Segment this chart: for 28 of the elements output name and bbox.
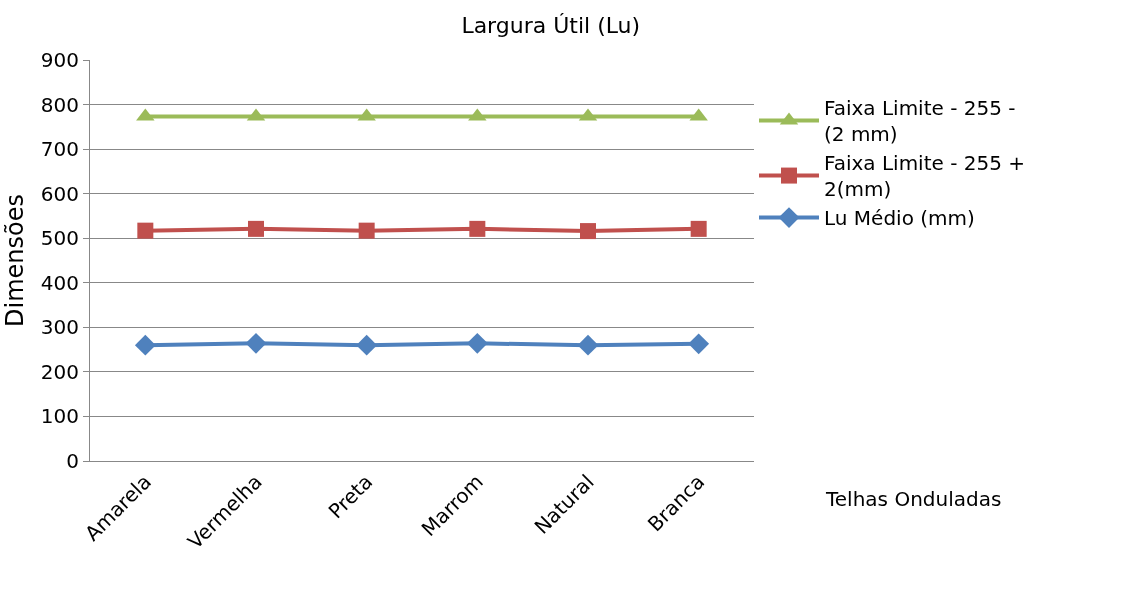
legend-label: Faixa Limite - 255 - (2 mm) [824, 96, 1016, 147]
y-axis-title: Dimensões [0, 194, 29, 327]
point [137, 222, 154, 239]
point [577, 334, 599, 356]
y-tick-label: 800 [40, 92, 79, 117]
y-tick-label: 400 [40, 270, 79, 295]
point [358, 222, 375, 239]
point [245, 332, 267, 354]
y-tick-label: 100 [40, 404, 79, 429]
y-tick-label: 200 [40, 359, 79, 384]
y-tick-label: 300 [40, 315, 79, 340]
point [134, 334, 156, 356]
y-tick-label: 500 [40, 226, 79, 251]
chart-title: Largura Útil (Lu) [461, 13, 641, 39]
legend-label: Faixa Limite - 255 + 2(mm) [824, 151, 1026, 202]
y-tick-label: 700 [40, 137, 79, 162]
point [469, 220, 486, 237]
point [688, 333, 710, 355]
point [248, 220, 264, 237]
point [580, 223, 596, 240]
x-axis-title: Telhas Onduladas [825, 487, 1002, 511]
y-tick-label: 900 [40, 48, 79, 72]
point [466, 332, 488, 354]
legend-label: Lu Médio (mm) [824, 206, 975, 231]
y-tick-label: 0 [66, 449, 79, 473]
point [356, 334, 378, 356]
y-tick-label: 600 [40, 181, 79, 206]
point [690, 220, 707, 237]
